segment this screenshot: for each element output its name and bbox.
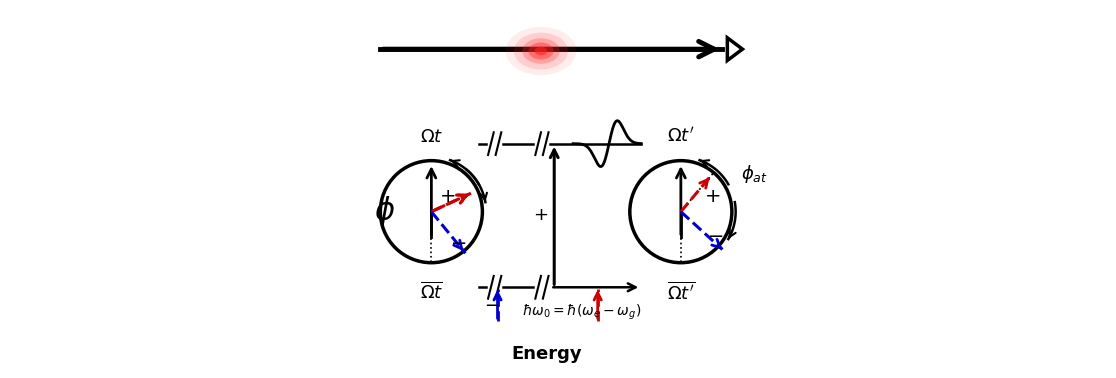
Ellipse shape	[506, 27, 576, 75]
Ellipse shape	[514, 33, 568, 70]
Text: $+$: $+$	[703, 187, 720, 206]
Text: $\phi_{at}$: $\phi_{at}$	[741, 163, 768, 185]
Text: $\overline{\Omega t'}$: $\overline{\Omega t'}$	[667, 282, 695, 304]
Ellipse shape	[522, 38, 560, 64]
Text: $-$: $-$	[484, 295, 500, 313]
Text: $\hbar\omega_0 = \hbar\left(\omega_e - \omega_g\right)$: $\hbar\omega_0 = \hbar\left(\omega_e - \…	[522, 302, 642, 322]
Text: $+$: $+$	[439, 187, 455, 206]
Text: $\phi$: $\phi$	[374, 194, 395, 229]
Text: $-$: $-$	[450, 232, 466, 251]
Text: $+$: $+$	[533, 206, 549, 225]
Ellipse shape	[535, 47, 547, 55]
Ellipse shape	[529, 43, 554, 60]
Text: $\Omega t'$: $\Omega t'$	[667, 127, 694, 146]
Text: $\Omega t$: $\Omega t$	[420, 127, 443, 146]
Text: $-$: $-$	[708, 225, 723, 244]
Text: $\overline{\Omega t}$: $\overline{\Omega t}$	[420, 282, 443, 302]
Text: Energy: Energy	[511, 345, 581, 363]
